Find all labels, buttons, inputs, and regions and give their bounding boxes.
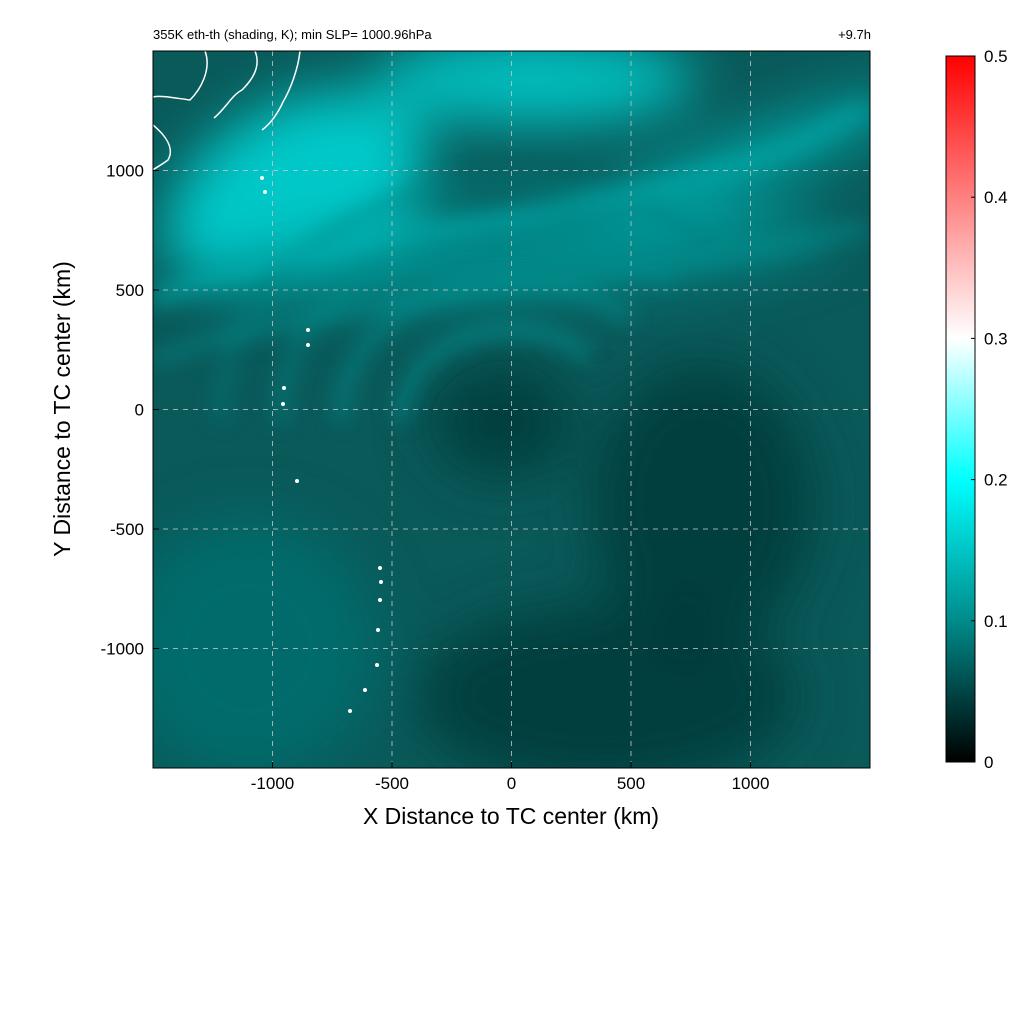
island-dot [263,190,267,194]
feature-southwest-region [153,518,379,768]
feature-north-plume [375,51,696,125]
island-dot [379,580,383,584]
heatmap-field [153,51,870,768]
island-dot [378,566,382,570]
colorbar-tick-label: 0.1 [984,612,1008,631]
swirl-band [274,223,677,422]
x-axis-ticks: -1000 -500 0 500 1000 [251,762,770,793]
colorbar [945,55,976,763]
feature-south-dry-region [417,606,798,768]
x-tick-label: 500 [617,774,645,793]
island-dot [282,386,286,390]
y-tick-label: 500 [116,281,144,300]
streamer-band [153,101,870,309]
feature-east-dry-region [592,365,813,646]
coastline-segment [261,51,301,131]
coastline-segment [153,124,172,171]
colorbar-tick-label: 0.4 [984,188,1008,207]
island-dot [363,688,367,692]
y-axis-ticks: -1000 -500 0 500 1000 [101,162,159,659]
streamer-band [153,224,870,366]
coastline-segment [153,51,208,101]
colorbar-tick-label: 0.5 [984,47,1008,66]
island-dot [260,176,264,180]
colorbar-ticks: 0 0.1 0.2 0.3 0.4 0.5 [971,47,1008,772]
colorbar-tick-label: 0.3 [984,329,1008,348]
y-tick-label: -1000 [101,640,144,659]
island-dot [375,663,379,667]
chart-title-right: +9.7h [838,27,871,42]
y-tick-label: 1000 [106,162,144,181]
swirl-band [394,323,593,422]
island-dot [306,328,310,332]
field-swirls [153,101,870,422]
coastline-segment [213,51,258,119]
x-tick-label: -1000 [251,774,294,793]
x-tick-label: 0 [507,774,516,793]
coastline [153,51,301,171]
island-dot [295,479,299,483]
chart-title-left: 355K eth-th (shading, K); min SLP= 1000.… [153,27,432,42]
colorbar-tick-label: 0 [984,753,993,772]
island-dot [306,343,310,347]
island-dot [281,402,285,406]
y-tick-label: -500 [110,520,144,539]
island-dots [260,176,383,713]
y-tick-label: 0 [135,401,144,420]
island-dot [348,709,352,713]
island-dot [376,628,380,632]
colorbar-tick-label: 0.2 [984,471,1008,490]
y-axis-label: Y Distance to TC center (km) [49,261,75,557]
x-tick-label: 1000 [732,774,770,793]
island-dot [378,598,382,602]
feature-tc-core-dry-slot [431,366,572,477]
x-tick-label: -500 [375,774,409,793]
x-axis-label: X Distance to TC center (km) [363,803,659,829]
